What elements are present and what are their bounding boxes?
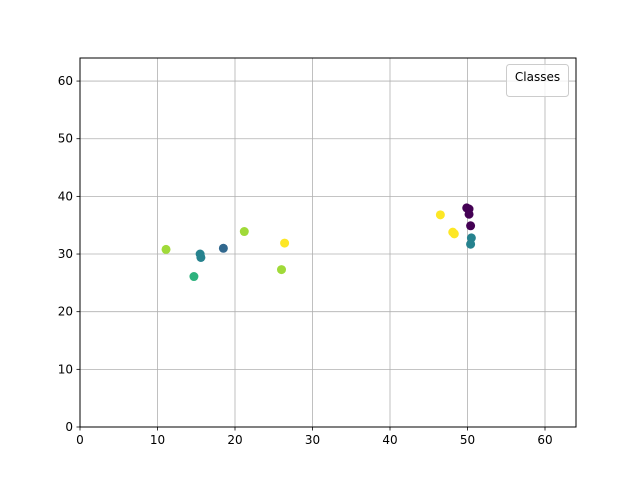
data-point	[449, 229, 459, 239]
y-tick-label: 40	[58, 189, 73, 203]
x-tick-label: 50	[460, 433, 475, 447]
data-point	[466, 239, 476, 249]
y-tick-label: 60	[58, 74, 73, 88]
y-tick-label: 30	[58, 247, 73, 261]
x-tick-label: 0	[76, 433, 84, 447]
axis-ticks: 0 10 20 30 40 50 60 0 10 20 30 40 50 60	[58, 74, 553, 447]
plot-frame	[79, 57, 577, 428]
data-point	[196, 252, 206, 262]
x-tick-label: 10	[150, 433, 165, 447]
data-point	[239, 227, 249, 237]
data-point	[466, 221, 476, 231]
data-point	[218, 243, 228, 253]
data-point	[189, 272, 199, 282]
x-tick-label: 60	[537, 433, 552, 447]
y-tick-label: 0	[65, 420, 73, 434]
y-tick-label: 10	[58, 362, 73, 376]
legend-box	[506, 64, 569, 97]
data-points	[161, 203, 476, 282]
legend: Classes	[506, 64, 569, 97]
data-point	[435, 210, 445, 220]
x-tick-label: 40	[382, 433, 397, 447]
data-point	[161, 244, 171, 254]
y-tick-label: 20	[58, 305, 73, 319]
data-point	[280, 238, 290, 248]
x-tick-label: 30	[305, 433, 320, 447]
plot-area	[80, 58, 576, 427]
x-tick-label: 20	[227, 433, 242, 447]
data-point	[277, 265, 286, 275]
legend-title: Classes	[515, 70, 560, 84]
y-tick-label: 50	[58, 132, 73, 146]
data-point	[464, 209, 474, 219]
